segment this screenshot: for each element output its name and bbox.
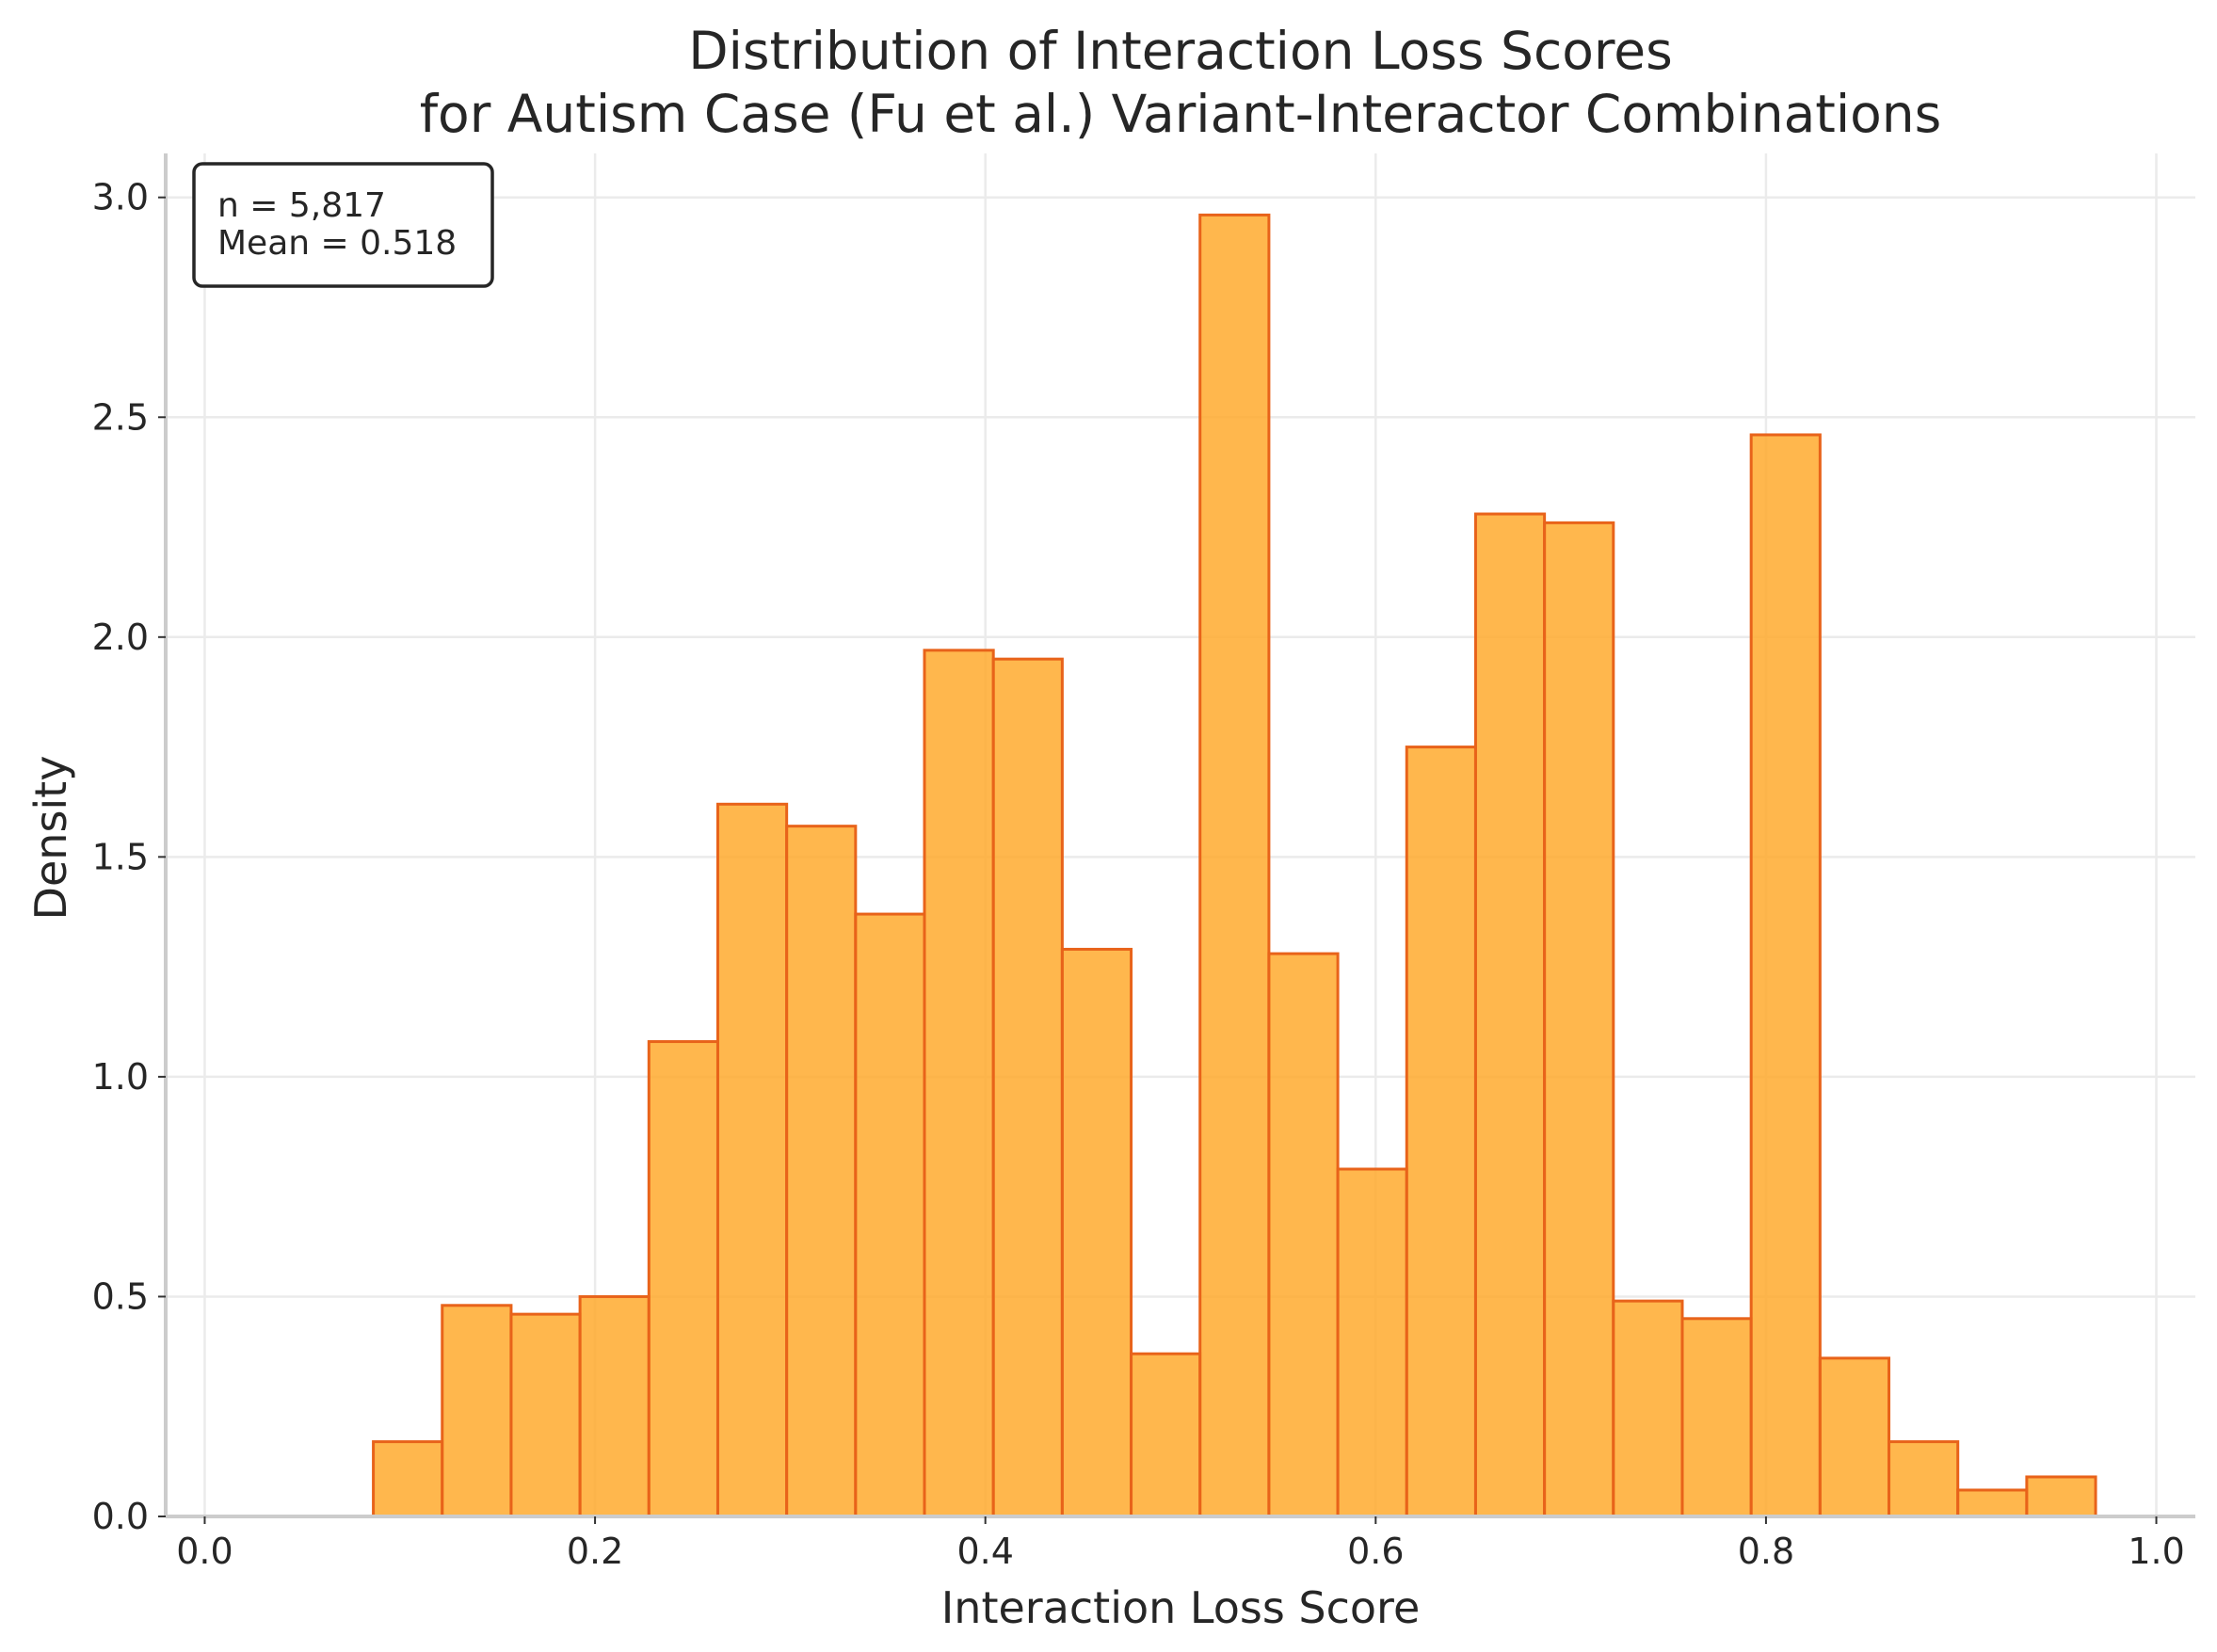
- x-tick-label: 1.0: [2128, 1531, 2184, 1572]
- stats-count-label: n = 5,817: [217, 186, 386, 225]
- chart-title-line-1: Distribution of Interaction Loss Scores: [688, 21, 1673, 81]
- histogram-bar: [1336, 1167, 1408, 1518]
- y-axis-label: Density: [25, 756, 76, 921]
- stats-legend-frame: [192, 162, 494, 288]
- histogram-bar: [1130, 1352, 1202, 1518]
- histogram-bar: [991, 657, 1064, 1518]
- x-axis-label: Interaction Loss Score: [941, 1582, 1421, 1633]
- stats-legend-box: n = 5,817 Mean = 0.518: [192, 162, 494, 288]
- y-tick-label: 1.5: [92, 836, 149, 877]
- histogram-bar: [1749, 433, 1822, 1518]
- histogram-bar: [1818, 1356, 1891, 1518]
- histogram-bar: [1612, 1299, 1684, 1518]
- y-tick-label: 1.0: [92, 1056, 149, 1098]
- histogram-bar: [1543, 521, 1615, 1518]
- histogram-bar: [1888, 1440, 1960, 1518]
- x-tick-label: 0.8: [1738, 1531, 1794, 1572]
- histogram-bar: [578, 1294, 651, 1518]
- histogram-bar: [441, 1304, 513, 1518]
- chart-title-line-2: for Autism Case (Fu et al.) Variant-Inte…: [420, 84, 1942, 144]
- histogram-bar: [372, 1440, 444, 1518]
- histogram-bar: [923, 649, 995, 1518]
- histogram-bar: [854, 912, 926, 1518]
- y-tick-label: 0.0: [92, 1496, 149, 1537]
- histogram-bar: [785, 825, 858, 1518]
- histogram-bar: [1198, 213, 1271, 1518]
- histogram-bars: [372, 213, 2097, 1518]
- histogram-bar: [1473, 512, 1547, 1518]
- x-tick-label: 0.4: [956, 1531, 1013, 1572]
- histogram-bar: [1405, 746, 1477, 1518]
- y-tick-label: 0.5: [92, 1275, 149, 1317]
- histogram-bar: [1060, 947, 1133, 1518]
- histogram-bar: [647, 1040, 719, 1518]
- y-tick-label: 2.5: [92, 396, 149, 438]
- y-tick-label: 2.0: [92, 617, 149, 658]
- x-tick-label: 0.6: [1347, 1531, 1404, 1572]
- y-tick-label: 3.0: [92, 177, 149, 218]
- histogram-bar: [1680, 1317, 1753, 1518]
- histogram-bar: [715, 802, 789, 1518]
- histogram-bar: [1956, 1488, 2029, 1518]
- histogram-bar: [509, 1312, 582, 1518]
- stats-mean-label: Mean = 0.518: [217, 224, 457, 263]
- histogram-bar: [2025, 1475, 2097, 1518]
- histogram-bar: [1267, 952, 1340, 1518]
- x-tick-label: 0.2: [567, 1531, 623, 1572]
- x-tick-label: 0.0: [176, 1531, 233, 1572]
- axes: 0.0 0.2 0.4 0.6 0.8 1.0 0.0 0.5 1.0 1.5 2.0 2.5 3.0: [92, 153, 2195, 1572]
